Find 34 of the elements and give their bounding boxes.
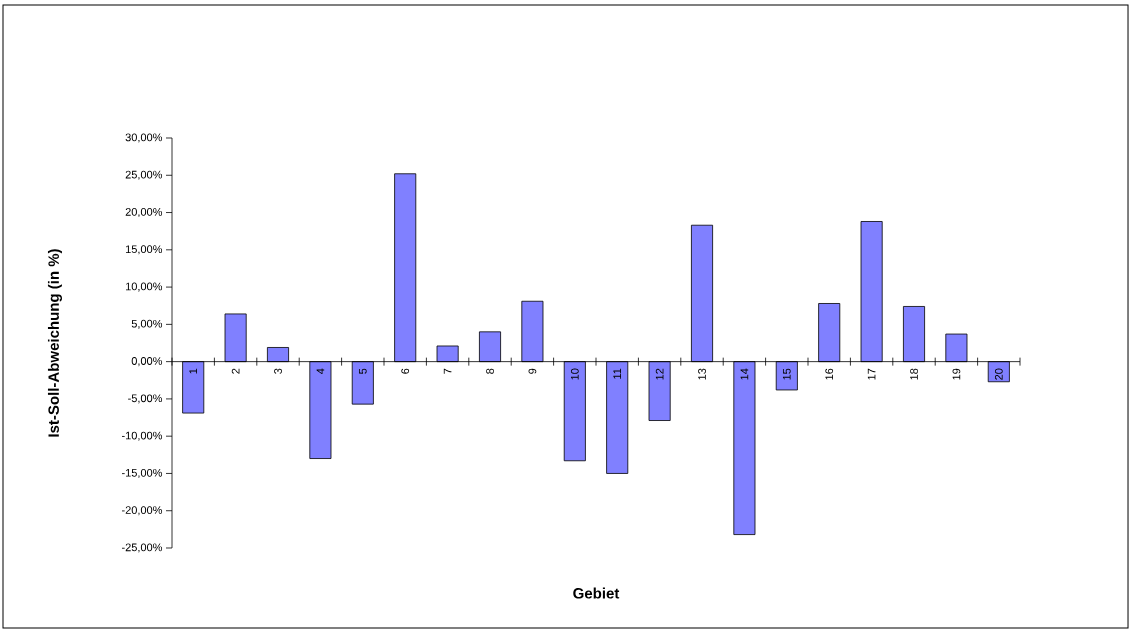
y-tick-label: 20,00% bbox=[125, 208, 163, 218]
x-tick-label: 12 bbox=[655, 368, 664, 380]
x-tick-label: 19 bbox=[952, 368, 961, 380]
y-tick-label: -10,00% bbox=[121, 431, 163, 441]
y-tick-label: -5,00% bbox=[128, 394, 163, 404]
x-tick-label: 5 bbox=[358, 368, 367, 374]
y-tick-label: -25,00% bbox=[121, 543, 163, 553]
x-tick-label: 4 bbox=[316, 368, 325, 375]
x-tick-label: 3 bbox=[274, 368, 282, 374]
x-axis-title: Gebiet bbox=[573, 587, 620, 599]
x-tick-label: 9 bbox=[528, 368, 537, 374]
y-tick-label: 0,00% bbox=[131, 357, 163, 367]
x-tick-label: 18 bbox=[910, 368, 918, 380]
x-tick-label: 11 bbox=[613, 368, 621, 379]
x-tick-label: 2 bbox=[231, 368, 240, 374]
x-tick-label: 20 bbox=[994, 368, 1003, 380]
x-tick-label: 13 bbox=[698, 368, 706, 380]
y-tick-label: -20,00% bbox=[121, 506, 163, 516]
x-tick-label: 16 bbox=[825, 368, 834, 380]
x-tick-label: 17 bbox=[867, 368, 876, 380]
y-tick-label: 10,00% bbox=[125, 282, 163, 292]
y-tick-label: 5,00% bbox=[131, 319, 163, 329]
y-axis-title: Ist-Soll-Abweichung (in %) bbox=[47, 249, 63, 437]
x-tick-label: 6 bbox=[401, 368, 410, 374]
y-tick-label: 25,00% bbox=[125, 170, 163, 180]
y-tick-label: 30,00% bbox=[125, 133, 163, 143]
x-tick-label: 14 bbox=[740, 368, 749, 380]
x-tick-label: 10 bbox=[570, 368, 579, 380]
x-tick-label: 15 bbox=[782, 368, 791, 380]
x-tick-label: 7 bbox=[443, 368, 452, 374]
y-tick-label: -15,00% bbox=[121, 468, 163, 478]
y-tick-label: 15,00% bbox=[125, 245, 163, 255]
x-tick-label: 8 bbox=[486, 368, 494, 374]
x-tick-label: 1 bbox=[189, 368, 197, 374]
